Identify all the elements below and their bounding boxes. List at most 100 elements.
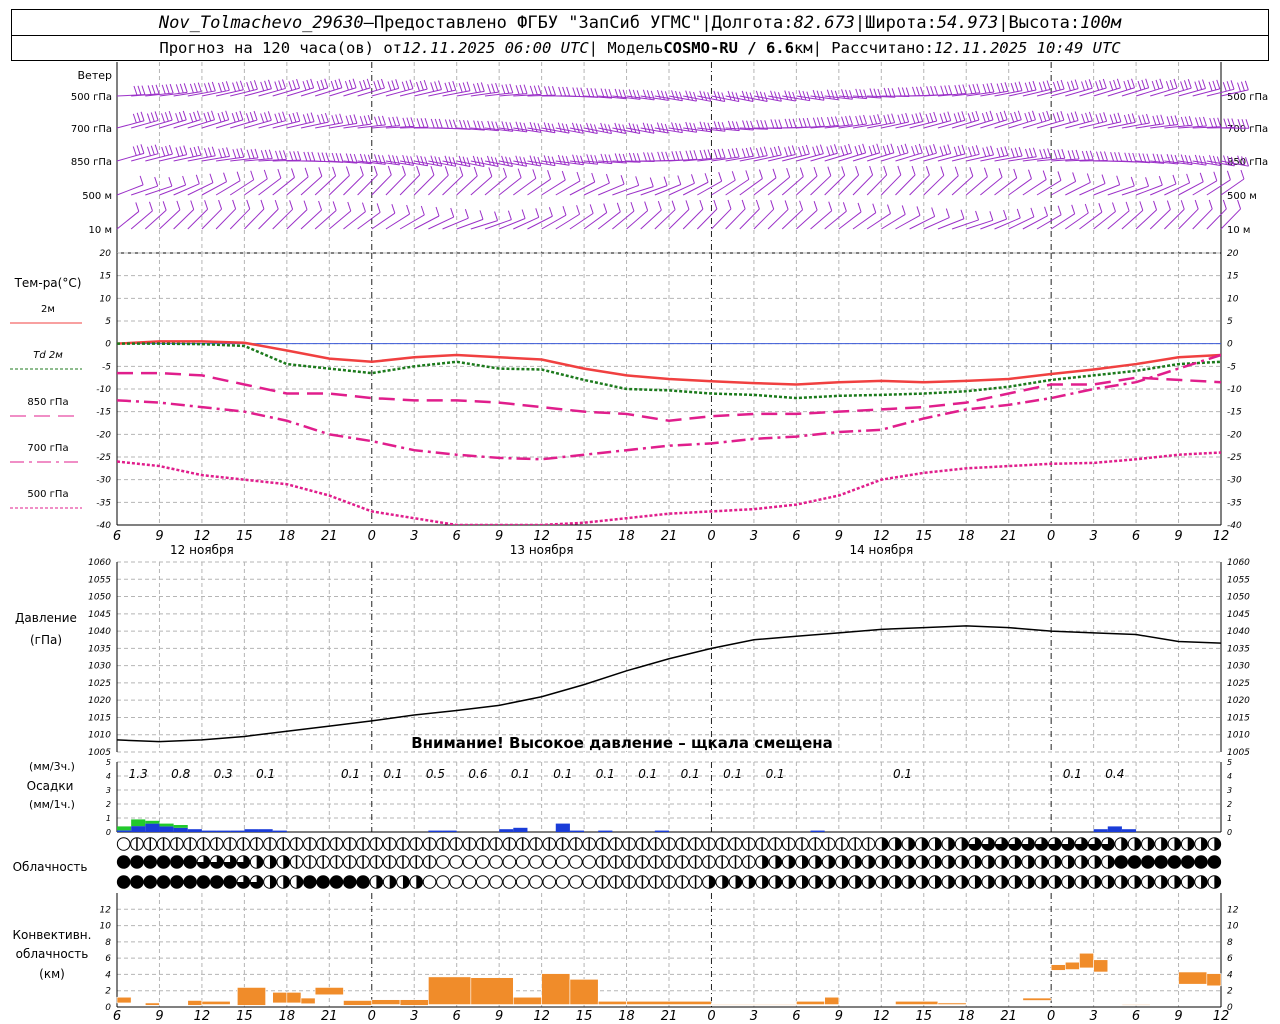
wind-barb-feather (919, 86, 924, 96)
wind-barb-shaft (909, 174, 930, 196)
wind-barb-shaft (767, 176, 790, 196)
cloud-symbol-fill (908, 875, 915, 889)
wind-barb-shaft (782, 153, 810, 162)
wind-barb-feather (887, 114, 892, 124)
wind-barb-feather (958, 84, 963, 94)
cloud-symbol-fill (895, 837, 902, 851)
wind-barb-feather (1174, 115, 1179, 125)
wind-barb-shaft (1206, 160, 1235, 167)
wind-barb-feather (1141, 79, 1146, 90)
wind-barb-feather (594, 155, 599, 165)
wind-barb-shaft (286, 87, 314, 97)
wind-barb-feather (721, 148, 726, 158)
wind-barb-feather (235, 81, 240, 91)
cloud-symbol-fill (948, 855, 955, 869)
wind-barb-shaft (513, 93, 542, 97)
wind-barb-feather (367, 114, 372, 125)
wind-barb-shaft (428, 174, 449, 196)
cloud-symbol-fill (1001, 875, 1008, 889)
wind-barb-shaft (258, 120, 286, 129)
wind-barb-feather (759, 147, 764, 157)
wind-barb-feather (1098, 80, 1103, 90)
wind-barb-feather (656, 122, 661, 132)
wind-barb-feather (415, 81, 420, 92)
wind-barb-feather (366, 78, 371, 89)
wind-barb-feather (140, 111, 145, 121)
wind-barb-feather (580, 87, 585, 97)
wind-barb-feather (1118, 152, 1123, 162)
wind-barb-feather (1010, 112, 1015, 123)
wind-barb-feather (253, 80, 258, 90)
wind-barb-feather (380, 78, 385, 89)
conv-tick-label: 10 (1227, 922, 1239, 932)
wind-barb-feather (840, 146, 845, 156)
wind-barb-feather (969, 167, 974, 177)
wind-barb-shaft (909, 152, 937, 162)
wind-barb-shaft (442, 160, 471, 167)
wind-barb-feather (1053, 149, 1058, 160)
wind-barb-shaft (428, 160, 456, 167)
wind-barb-shaft (1206, 208, 1227, 230)
wind-barb-feather (292, 112, 297, 123)
wind-barb-shaft (357, 174, 378, 196)
wind-barb-feather (1124, 152, 1129, 162)
conv-tick-label: 0 (1227, 1003, 1233, 1013)
wind-barb-feather (245, 113, 250, 123)
wind-barb-shaft (1192, 126, 1221, 129)
wind-barb-feather (562, 206, 567, 216)
wind-barb-feather (175, 113, 180, 123)
conv-x-tick: 9 (495, 1009, 503, 1024)
wind-barb-feather (434, 156, 439, 166)
wind-barb-feather (246, 82, 251, 92)
wind-barb-feather (826, 117, 831, 127)
wind-barb-feather (307, 151, 312, 162)
wind-barb-feather (232, 199, 237, 210)
wind-barb-feather (1202, 116, 1207, 127)
wind-barb-feather (975, 145, 980, 155)
wind-barb-feather (1145, 78, 1150, 88)
pressure-tick-label: 1020 (1227, 696, 1250, 706)
wind-barb-feather (1127, 79, 1132, 90)
precip-bar-rain (173, 825, 188, 828)
temp-x-tick: 3 (410, 529, 418, 544)
wind-barb-feather (551, 123, 556, 133)
wind-level-label: 500 гПа (71, 92, 112, 103)
wind-barb-feather (303, 151, 308, 162)
wind-barb-shaft (668, 158, 697, 162)
wind-barb-feather (1199, 117, 1203, 127)
conv-axis-label: Конвективн. (13, 928, 92, 942)
wind-barb-feather (558, 86, 563, 97)
wind-barb-feather (632, 152, 637, 163)
wind-barb-feather (543, 155, 548, 165)
wind-barb-feather (1166, 116, 1171, 126)
wind-barb-shaft (343, 160, 372, 165)
wind-barb-feather (1030, 207, 1035, 218)
wind-barb-feather (1027, 169, 1032, 179)
cloud-symbol-fill (256, 855, 263, 869)
wind-barb-shaft (951, 153, 980, 162)
wind-barb-feather (339, 113, 344, 123)
wind-barb-feather (1227, 118, 1232, 128)
temp-tick-label: 0 (1227, 340, 1233, 350)
wind-barb-feather (671, 151, 676, 161)
wind-barb-feather (914, 144, 919, 155)
wind-barb-shaft (329, 87, 357, 97)
wind-barb-feather (529, 85, 534, 96)
wind-barb-feather (975, 110, 980, 121)
wind-barb-shaft (1065, 182, 1091, 196)
wind-barb-feather (1160, 154, 1165, 164)
wind-barb-feather (1195, 117, 1199, 127)
wind-barb-feather (1212, 155, 1217, 166)
wind-barb-shaft (640, 185, 668, 196)
wind-barb-shaft (895, 152, 923, 162)
wind-barb-feather (1032, 147, 1037, 157)
wind-barb-feather (605, 173, 610, 184)
wind-barb-feather (616, 202, 621, 212)
temp-x-tick: 15 (915, 529, 932, 544)
wind-barb-feather (361, 202, 366, 212)
wind-barb-feather (1116, 175, 1121, 185)
wind-barb-feather (211, 146, 216, 156)
wind-barb-feather (1152, 115, 1157, 126)
cloud-symbol-fill (1014, 855, 1022, 869)
cloud-symbol-fill (895, 855, 902, 869)
